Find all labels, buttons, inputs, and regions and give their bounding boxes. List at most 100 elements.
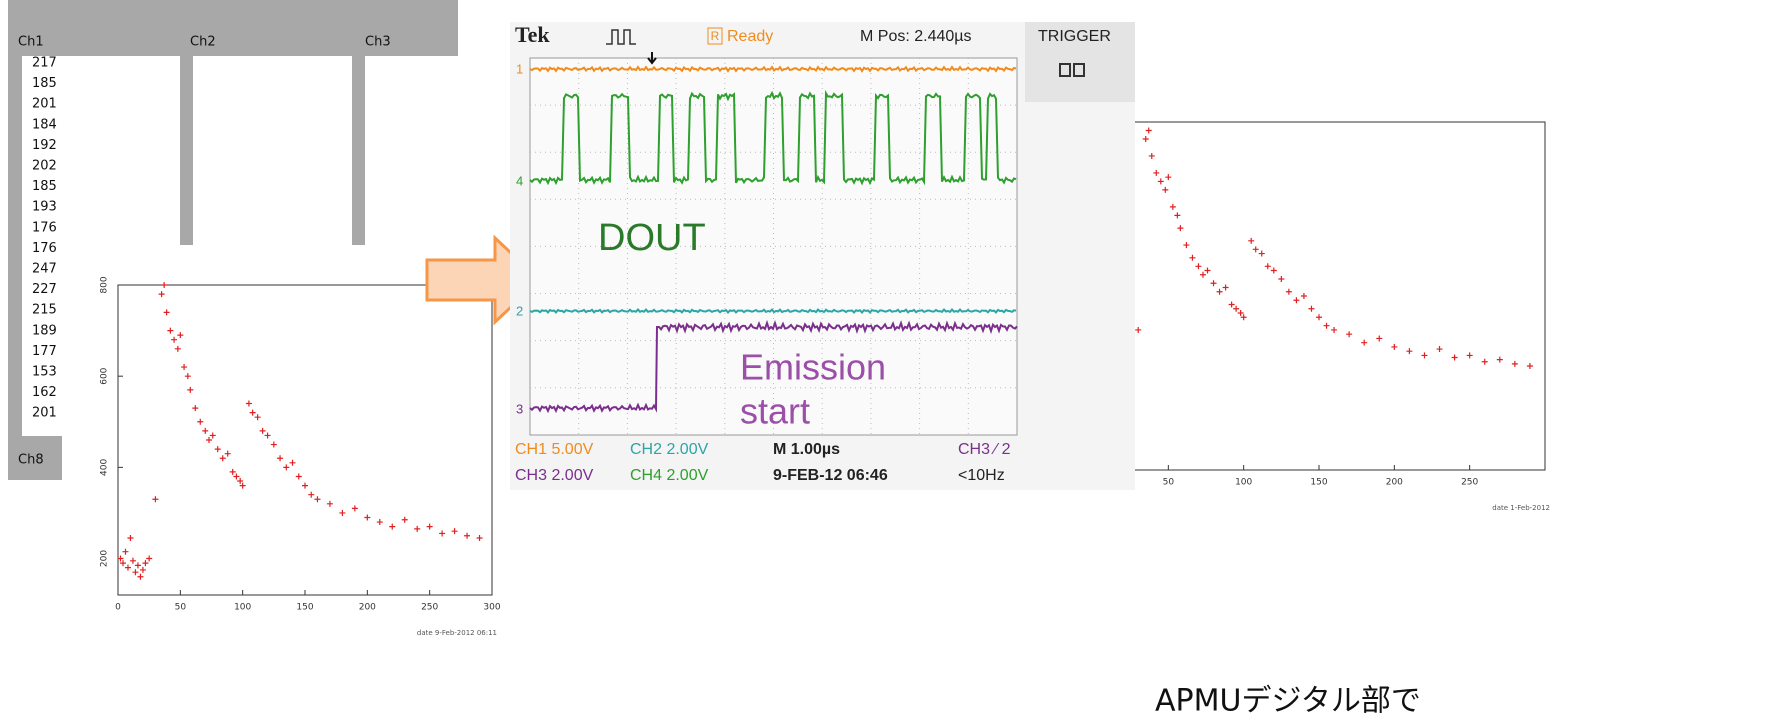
cell: 189 bbox=[32, 323, 57, 338]
status-icon: R bbox=[711, 29, 720, 43]
cell: 201 bbox=[32, 406, 57, 421]
point bbox=[1527, 363, 1533, 369]
x-tick-label: 50 bbox=[1163, 478, 1175, 488]
cell: 201 bbox=[32, 97, 57, 112]
point bbox=[1195, 263, 1201, 269]
point bbox=[1165, 174, 1171, 180]
x-tick-label: 100 bbox=[234, 603, 251, 613]
x-tick-label: 0 bbox=[115, 603, 121, 613]
annotation: DOUT bbox=[598, 217, 706, 259]
point bbox=[1143, 136, 1149, 142]
readout: CH3 ⁄ 2 bbox=[958, 441, 1011, 458]
point bbox=[1238, 310, 1244, 316]
x-tick-label: 50 bbox=[175, 603, 187, 613]
slide: Ch1 Ch2 Ch3 Ch8 217185201184192202185193… bbox=[0, 0, 1775, 715]
point bbox=[1316, 314, 1322, 320]
trigger-label: TRIGGER bbox=[1038, 28, 1111, 45]
cell: 177 bbox=[32, 344, 57, 359]
point bbox=[1331, 327, 1337, 333]
status: Ready bbox=[727, 28, 773, 45]
readout: M 1.00µs bbox=[773, 441, 840, 458]
point bbox=[1217, 289, 1223, 295]
point bbox=[1482, 359, 1488, 365]
point bbox=[1324, 323, 1330, 329]
cell: 227 bbox=[32, 282, 57, 297]
y-tick-label: 800 bbox=[100, 276, 110, 293]
point bbox=[1253, 246, 1259, 252]
point bbox=[1177, 225, 1183, 231]
point bbox=[1346, 331, 1352, 337]
column-header: Ch1 bbox=[18, 35, 44, 50]
cell: 215 bbox=[32, 303, 57, 318]
x-tick-label: 200 bbox=[359, 603, 376, 613]
point bbox=[1162, 187, 1168, 193]
point bbox=[1437, 346, 1443, 352]
readout: CH1 5.00V bbox=[515, 441, 594, 458]
readout: CH4 2.00V bbox=[630, 467, 709, 484]
column-header: Ch2 bbox=[190, 35, 216, 50]
point bbox=[1241, 314, 1247, 320]
point bbox=[1301, 293, 1307, 299]
oscilloscope: Tek R Ready M Pos: 2.440µs TRIGGER 1 4 2… bbox=[510, 22, 1135, 490]
x-tick-label: 150 bbox=[296, 603, 313, 613]
point bbox=[1146, 127, 1152, 133]
x-tick-label: 250 bbox=[1461, 478, 1478, 488]
cell: 185 bbox=[32, 76, 57, 91]
page: {"table": {"columns": ["Ch1", "Ch2", "Ch… bbox=[0, 0, 1775, 715]
point bbox=[1153, 170, 1159, 176]
footnote: date 1-Feb-2012 bbox=[1492, 504, 1550, 512]
scatter-chart: 0501001502002500200400600800date 1-Feb-2… bbox=[1075, 122, 1551, 512]
point bbox=[1158, 178, 1164, 184]
table-side bbox=[8, 56, 22, 436]
x-tick-label: 150 bbox=[1310, 478, 1327, 488]
point bbox=[1149, 153, 1155, 159]
cell: 247 bbox=[32, 262, 57, 277]
point bbox=[1189, 255, 1195, 261]
column-header: Ch3 bbox=[365, 35, 391, 50]
point bbox=[1248, 238, 1254, 244]
readout: CH2 2.00V bbox=[630, 441, 709, 458]
x-tick-label: 300 bbox=[483, 603, 500, 613]
point bbox=[1229, 301, 1235, 307]
cell: 192 bbox=[32, 138, 57, 153]
cell: 162 bbox=[32, 385, 57, 400]
cell: 185 bbox=[32, 179, 57, 194]
point bbox=[1406, 348, 1412, 354]
plot-frame bbox=[1093, 122, 1545, 470]
point bbox=[1361, 340, 1367, 346]
point bbox=[1497, 357, 1503, 363]
column-bar bbox=[352, 56, 365, 245]
cell: 193 bbox=[32, 200, 57, 215]
cell: 217 bbox=[32, 56, 57, 71]
point bbox=[1174, 212, 1180, 218]
footnote: date 9-Feb-2012 06:11 bbox=[417, 629, 497, 637]
x-tick-label: 200 bbox=[1386, 478, 1403, 488]
point bbox=[1467, 352, 1473, 358]
cell: 202 bbox=[32, 159, 57, 174]
channel-marker: 3 bbox=[516, 401, 523, 416]
annotation: Emission bbox=[740, 347, 886, 388]
cell: 176 bbox=[32, 241, 57, 256]
readout: 9-FEB-12 06:46 bbox=[773, 467, 888, 484]
column-bar bbox=[180, 56, 193, 245]
point bbox=[1233, 306, 1239, 312]
channel-marker: 2 bbox=[516, 303, 523, 318]
point bbox=[1391, 344, 1397, 350]
cell: 184 bbox=[32, 117, 57, 132]
readout: CH3 2.00V bbox=[515, 467, 594, 484]
y-tick-label: 600 bbox=[100, 367, 110, 384]
point bbox=[1223, 285, 1229, 291]
point bbox=[1200, 272, 1206, 278]
point bbox=[1271, 268, 1277, 274]
cell: 153 bbox=[32, 365, 57, 380]
channel-marker: 1 bbox=[516, 61, 523, 76]
annotation: start bbox=[740, 391, 810, 432]
point bbox=[1211, 280, 1217, 286]
point bbox=[1205, 268, 1211, 274]
point bbox=[1278, 276, 1284, 282]
point bbox=[1183, 242, 1189, 248]
cell: 176 bbox=[32, 220, 57, 235]
point bbox=[1265, 263, 1271, 269]
y-tick-label: 200 bbox=[100, 550, 110, 567]
chart-bg bbox=[90, 265, 505, 635]
